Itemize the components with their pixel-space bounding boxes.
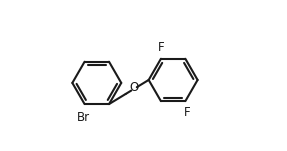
Text: F: F bbox=[184, 106, 191, 119]
Text: F: F bbox=[158, 41, 165, 54]
Text: Br: Br bbox=[77, 111, 90, 124]
Text: O: O bbox=[129, 81, 139, 94]
